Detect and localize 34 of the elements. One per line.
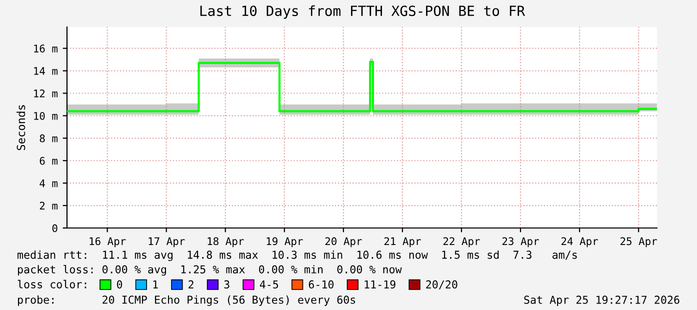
- y-tick-label: 16 m: [34, 44, 58, 52]
- x-tick-label: 16 Apr: [90, 237, 126, 248]
- x-tick-label: 25 Apr: [620, 237, 657, 248]
- y-tick-label: 2 m: [40, 202, 58, 210]
- text: median rtt: 11.1 ms avg 14.8 ms max 10.3 ms min 10.6 ms now 1.5 ms sd 7.3 am/s: [18, 250, 577, 262]
- x-tick-label: 19 Apr: [266, 237, 303, 248]
- y-axis-title: Seconds: [16, 105, 26, 150]
- text: packet loss: 0.00 % avg 1.25 % max 0.00 % min 0.00 % now: [18, 265, 402, 276]
- y-tick-label: 10 m: [34, 112, 58, 120]
- x-tick-label: 23 Apr: [502, 237, 539, 248]
- text: Sat Apr 25 19:27:17 2026: [524, 296, 680, 306]
- legend-title: loss color:: [18, 280, 86, 288]
- legend-label: 1: [153, 280, 158, 288]
- legend-label: 0: [116, 280, 122, 289]
- legend-label: 3: [224, 280, 230, 289]
- legend-label: 4-5: [260, 280, 278, 289]
- y-tick-label: 14 m: [34, 67, 58, 75]
- legend-label: 2: [188, 280, 194, 288]
- x-tick-label: 20 Apr: [325, 237, 362, 248]
- x-tick-label: 22 Apr: [443, 237, 480, 248]
- x-tick-label: 24 Apr: [561, 237, 598, 248]
- chart-title: Last 10 Days from FTTH XGS-PON BE to FR: [200, 5, 526, 19]
- y-tick-label: 0: [52, 224, 58, 232]
- y-tick-label: 12 m: [34, 90, 58, 98]
- y-tick-label: 8 m: [40, 134, 58, 142]
- y-tick-label: 4 m: [40, 179, 58, 188]
- y-tick-label: 6 m: [40, 156, 58, 165]
- x-tick-label: 18 Apr: [208, 237, 244, 248]
- legend-label: 6-10: [308, 280, 334, 289]
- legend-label: 11-19: [364, 280, 396, 289]
- text: probe: 20 ICMP Echo Pings (56 Bytes) every 60s: [18, 295, 356, 306]
- legend-label: 20/20: [426, 280, 458, 290]
- x-tick-label: 17 Apr: [148, 237, 185, 248]
- x-tick-label: 21 Apr: [384, 237, 421, 248]
